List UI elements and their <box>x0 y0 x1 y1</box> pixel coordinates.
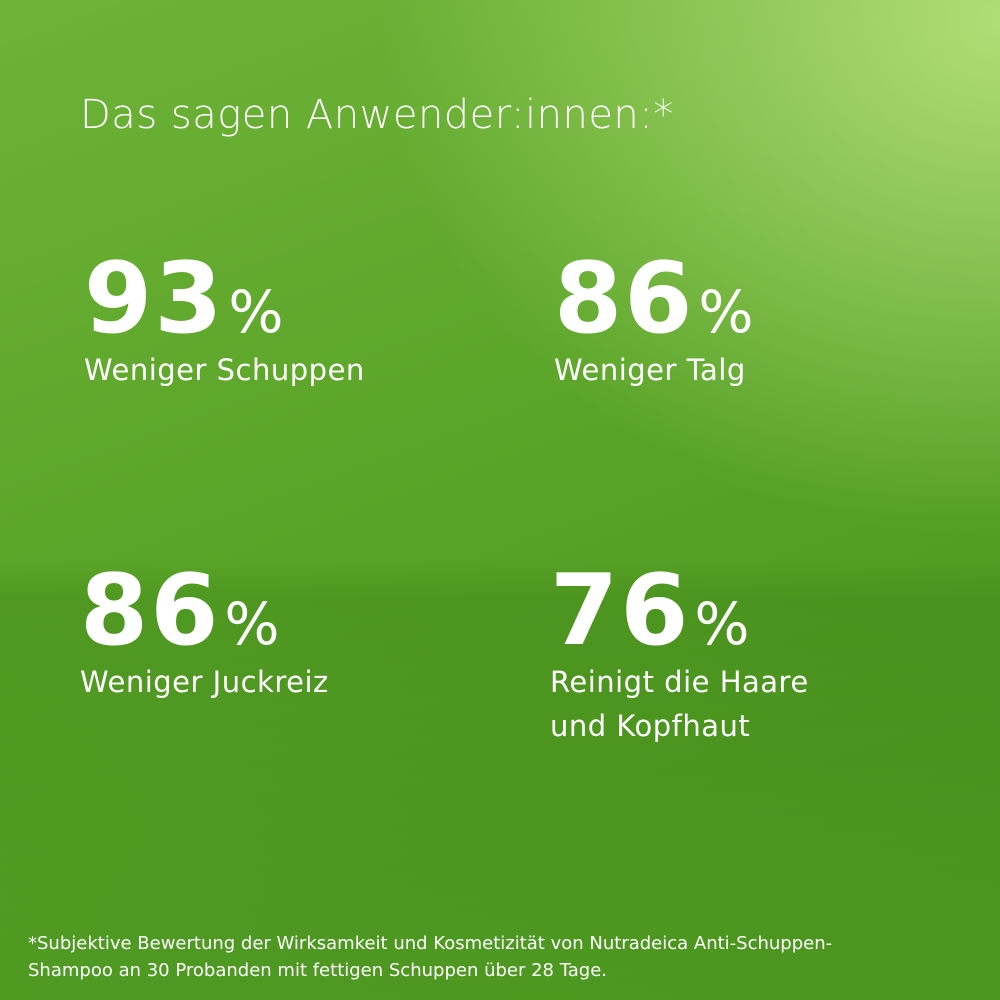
stat-label: Weniger Schuppen <box>84 353 365 387</box>
stat: 86% Weniger Juckreiz <box>80 562 329 704</box>
stat-unit: % <box>224 590 280 658</box>
stat-unit: % <box>228 278 284 346</box>
stat-value: 93 <box>84 242 225 356</box>
stat-value-row: 86% <box>554 250 754 348</box>
stat-label: Reinigt die Haare <box>550 665 809 699</box>
stat: 86% Weniger Talg <box>554 250 754 392</box>
stat-label: Weniger Talg <box>554 353 746 387</box>
footnote-line: *Subjektive Bewertung der Wirksamkeit un… <box>28 933 833 954</box>
stat-label: und Kopfhaut <box>550 709 751 743</box>
stat: 93% Weniger Schuppen <box>84 250 365 392</box>
stat-label: Weniger Juckreiz <box>80 665 329 699</box>
stat-value: 76 <box>550 554 691 668</box>
stat: 76% Reinigt die Haare und Kopfhaut <box>550 562 809 748</box>
footnote: *Subjektive Bewertung der Wirksamkeit un… <box>28 930 832 984</box>
stat-unit: % <box>698 278 754 346</box>
stat-value: 86 <box>80 554 221 668</box>
stat-value-row: 76% <box>550 562 809 660</box>
footnote-line: Shampoo an 30 Probanden mit fettigen Sch… <box>28 960 607 981</box>
stat-value-row: 86% <box>80 562 329 660</box>
stat-value-row: 93% <box>84 250 365 348</box>
stat-value: 86 <box>554 242 695 356</box>
stat-unit: % <box>694 590 750 658</box>
title: Das sagen Anwender:innen:* <box>80 92 674 138</box>
